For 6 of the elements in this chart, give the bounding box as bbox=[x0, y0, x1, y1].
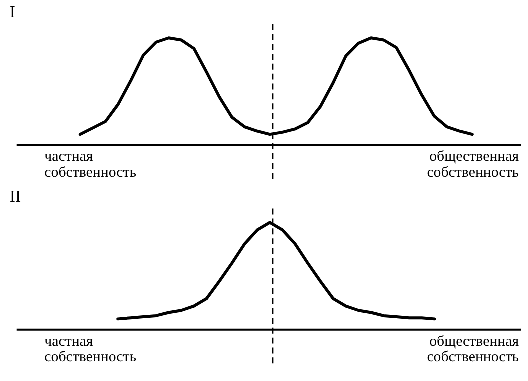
text: общественная собственность bbox=[427, 149, 520, 182]
text: частная собственность bbox=[44, 149, 137, 182]
chart-title: I bbox=[10, 2, 16, 22]
text: частная собственность bbox=[44, 334, 137, 366]
text: общественная собственность bbox=[427, 334, 520, 366]
chart-title: II bbox=[10, 187, 22, 206]
